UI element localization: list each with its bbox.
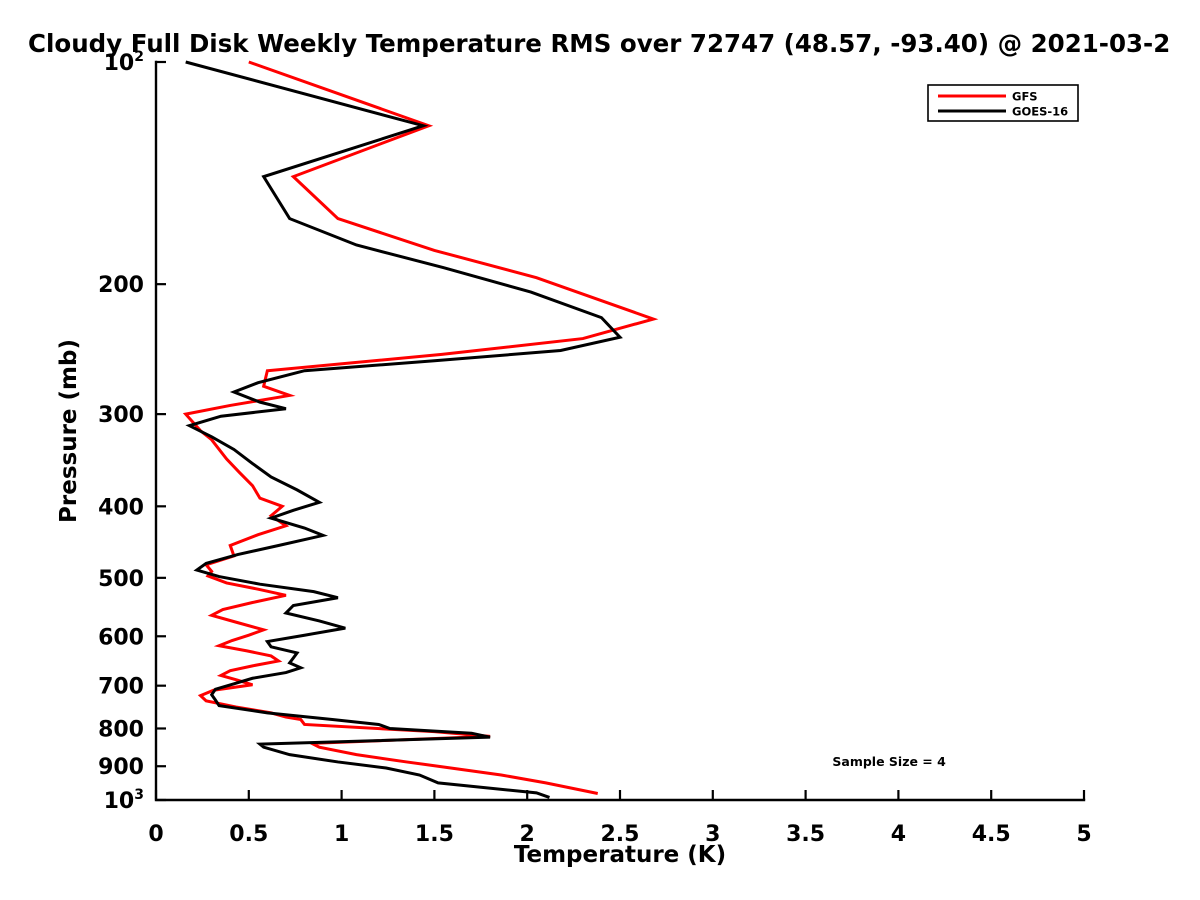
annotation-sample-size: Sample Size = 4 (832, 754, 946, 769)
x-tick-label-0: 0 (148, 822, 163, 847)
x-tick-label-5: 2.5 (601, 822, 640, 847)
plot-axes (154, 60, 1086, 802)
y-axis-label: Pressure (mb) (56, 339, 82, 523)
y-tick-label-1: 200 (98, 273, 144, 298)
x-tick-label-1: 0.5 (229, 822, 268, 847)
x-tick-label-4: 2 (520, 822, 535, 847)
y-tick-label-4: 500 (98, 567, 144, 592)
page-title: Cloudy Full Disk Weekly Temperature RMS … (28, 29, 1170, 58)
y-tick-label-9: 103 (104, 787, 144, 814)
x-tick-label-6: 3 (705, 822, 720, 847)
series-line-gfs (182, 60, 659, 795)
y-tick-label-3: 400 (98, 495, 144, 520)
x-tick-label-7: 3.5 (786, 822, 825, 847)
x-axis-label: Temperature (K) (514, 842, 726, 868)
x-tick-label-3: 1.5 (415, 822, 454, 847)
x-tick-label-10: 5 (1076, 822, 1091, 847)
plot-series (182, 60, 659, 799)
legend-label-gfs[interactable]: GFS (1012, 90, 1038, 104)
series-line-goes-16 (185, 60, 623, 799)
y-tick-label-5: 600 (98, 625, 144, 650)
y-tick-label-6: 700 (98, 675, 144, 700)
x-tick-label-2: 1 (334, 822, 349, 847)
x-tick-label-9: 4.5 (972, 822, 1011, 847)
y-tick-label-0: 102 (104, 49, 144, 76)
legend-label-goes-16[interactable]: GOES-16 (1012, 105, 1068, 119)
tick-labels: 0 0.5 1 1.5 2 2.5 3 3.5 4 4.5 5 102 200 300 400 500 600 7… (98, 49, 1092, 847)
plot-annotations: Sample Size = 4 (832, 754, 946, 769)
x-tick-label-8: 4 (891, 822, 906, 847)
y-tick-label-7: 800 (98, 717, 144, 742)
y-tick-label-8: 900 (98, 755, 144, 780)
y-tick-label-2: 300 (98, 403, 144, 428)
legend-box (927, 84, 1079, 122)
